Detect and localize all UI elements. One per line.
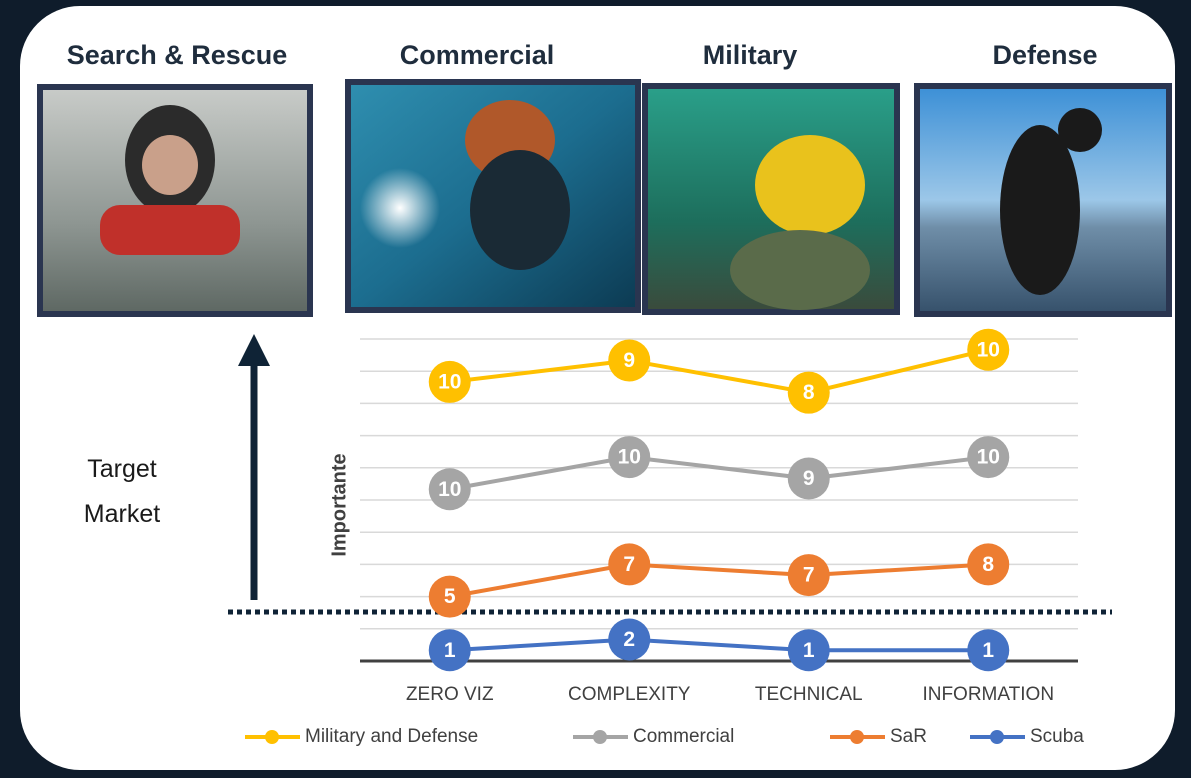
value-label: 8 [982,553,994,576]
value-label: 10 [438,370,461,393]
series-line [449,562,989,599]
value-label: 1 [444,639,456,662]
value-label: 10 [977,338,1000,361]
arrow-head [238,334,270,366]
legend-marker [265,730,279,744]
legend-marker [593,730,607,744]
point [428,629,471,672]
point [967,629,1010,672]
photo-heading: Military [703,40,798,70]
legend-marker [990,730,1004,744]
point [428,575,471,618]
legend-marker [850,730,864,744]
value-label: 10 [618,446,641,469]
x-tick-label: ZERO VIZ [406,684,494,705]
value-label: 9 [623,349,635,372]
point [787,554,830,597]
value-label: 9 [803,467,815,490]
value-label: 10 [438,478,461,501]
point [787,629,830,672]
value-label: 2 [623,628,635,651]
point [428,360,471,403]
point [608,436,651,479]
value-label: 7 [803,564,815,587]
point [787,457,830,500]
point [428,468,471,511]
point [608,543,651,586]
x-tick-label: COMPLEXITY [568,684,691,705]
point [967,543,1010,586]
photo-heading: Search & Rescue [67,40,288,70]
series-line [449,455,989,492]
y-axis-label: Importante [328,453,350,556]
value-label: 7 [623,553,635,576]
point [608,618,651,661]
photos [37,79,1172,317]
x-tick-label: INFORMATION [922,684,1054,705]
value-label: 10 [977,446,1000,469]
series-line [449,637,989,653]
point [787,371,830,414]
value-label: 1 [803,639,815,662]
legend-label: Military and Defense [305,726,478,747]
x-tick-label: TECHNICAL [755,684,863,705]
value-label: 8 [803,381,815,404]
value-label: 5 [444,585,456,608]
legend-label: SaR [890,726,927,747]
point [608,339,651,382]
point [967,328,1010,371]
legend-label: Scuba [1030,726,1084,747]
photo-heading: Defense [992,40,1097,70]
value-label: 1 [982,639,994,662]
series-line [449,347,989,395]
point [967,436,1010,479]
target-label: Target Market [84,455,160,528]
legend-label: Commercial [633,726,734,747]
photo-heading: Commercial [400,40,555,70]
